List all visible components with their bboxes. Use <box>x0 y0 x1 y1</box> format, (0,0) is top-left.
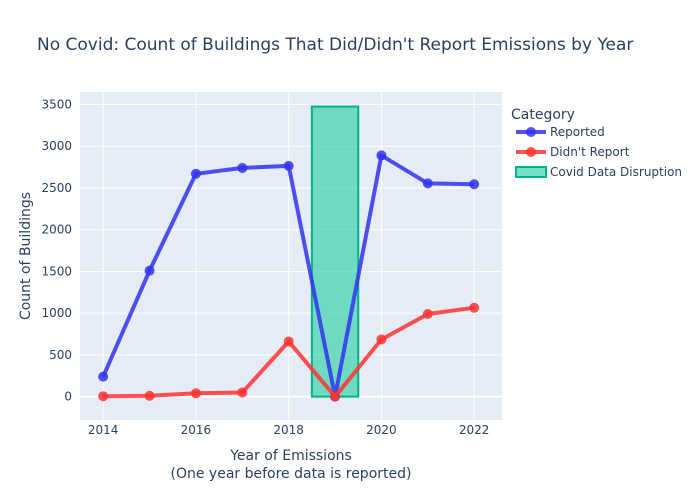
series-layer <box>98 150 480 402</box>
data-point-didn-t-report <box>376 334 387 345</box>
y-tick-label: 2500 <box>41 181 72 195</box>
legend[interactable]: Category Reported Didn't Report Covid Data… <box>511 107 682 179</box>
y-tick-label: 500 <box>49 348 72 362</box>
chart-title: No Covid: Count of Buildings That Did/Di… <box>37 35 633 55</box>
covid-highlight-region <box>310 105 360 398</box>
data-point-reported <box>469 179 480 190</box>
x-tick-label: 2020 <box>366 423 397 437</box>
data-point-didn-t-report <box>237 387 248 398</box>
legend-items[interactable]: Reported Didn't Report Covid Data Disrupti… <box>515 125 682 179</box>
data-point-reported <box>376 150 387 161</box>
data-point-reported <box>144 265 155 276</box>
data-point-reported <box>422 178 433 189</box>
data-point-reported <box>283 160 294 171</box>
data-point-didn-t-report <box>422 309 433 320</box>
x-axis-subtitle: (One year before data is reported) <box>171 466 412 482</box>
legend-label-didn-t-report: Didn't Report <box>550 145 630 159</box>
data-point-didn-t-report <box>190 388 201 399</box>
x-tick-label: 2016 <box>181 423 212 437</box>
x-tick-label: 2014 <box>88 423 119 437</box>
data-point-didn-t-report <box>98 391 109 402</box>
legend-title: Category <box>511 107 575 123</box>
gridlines <box>80 92 502 420</box>
legend-label-reported: Reported <box>550 125 605 139</box>
y-tick-label: 2000 <box>41 223 72 237</box>
y-tick-label: 1000 <box>41 306 72 320</box>
data-point-reported <box>190 168 201 179</box>
tick-labels: 0 500 1000 1500 2000 2500 3000 3500 2014 2016 2018… <box>41 98 489 437</box>
covid-disruption-rect <box>310 105 360 398</box>
y-tick-label: 1500 <box>41 264 72 278</box>
x-axis-title: Year of Emissions <box>229 448 352 464</box>
x-tick-label: 2022 <box>459 423 490 437</box>
plot-area <box>80 92 502 420</box>
data-point-didn-t-report <box>144 390 155 401</box>
data-point-didn-t-report <box>469 302 480 313</box>
legend-marker-reported <box>526 127 536 137</box>
legend-marker-didn-t-report <box>526 147 536 157</box>
y-axis-title: Count of Buildings <box>18 192 34 320</box>
x-tick-label: 2018 <box>273 423 304 437</box>
legend-label-covid-data-disruption: Covid Data Disruption <box>550 165 682 179</box>
data-point-didn-t-report <box>330 391 341 402</box>
y-tick-label: 0 <box>64 390 72 404</box>
y-tick-label: 3500 <box>41 98 72 112</box>
data-point-reported <box>237 162 248 173</box>
data-point-reported <box>98 371 109 382</box>
legend-swatch-covid-data-disruption <box>515 166 547 178</box>
y-tick-label: 3000 <box>41 139 72 153</box>
data-point-didn-t-report <box>283 336 294 347</box>
